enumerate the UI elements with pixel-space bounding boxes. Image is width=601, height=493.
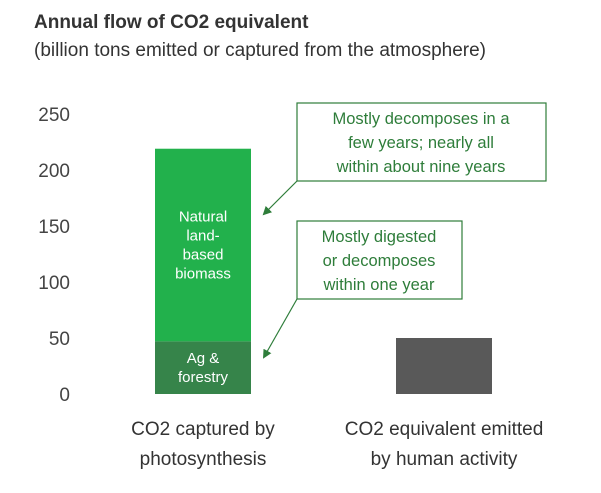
segment-label: land-: [186, 228, 219, 245]
category-label: photosynthesis: [140, 449, 267, 470]
bar-segment: [155, 148, 251, 342]
annotation-text: or decomposes: [323, 252, 436, 270]
category-label: by human activity: [371, 449, 518, 470]
y-tick-label: 100: [38, 273, 70, 294]
annotation-arrow: [263, 298, 298, 359]
chart-subtitle: (billion tons emitted or captured from t…: [34, 40, 486, 61]
segment-label: biomass: [175, 266, 231, 283]
y-tick-label: 150: [38, 217, 70, 238]
segment-labels: Ag & forestry Natural land-based biomass: [175, 209, 231, 387]
category-labels: CO2 captured by photosynthesis CO2 equival…: [131, 419, 543, 470]
y-tick-label: 0: [59, 385, 70, 406]
annotation-box: [296, 102, 547, 182]
annotation-text: Mostly decomposes in a: [333, 110, 511, 128]
bars: [155, 148, 492, 394]
segment-label: Natural: [179, 209, 227, 226]
annotation-box: [296, 220, 463, 300]
category-label: CO2 captured by: [131, 419, 275, 440]
annotation-text: within one year: [323, 276, 435, 294]
chart-title: Annual flow of CO2 equivalent: [34, 12, 309, 33]
segment-label: Ag &: [187, 350, 220, 367]
y-tick-label: 250: [38, 105, 70, 126]
y-tick-label: 50: [49, 329, 70, 350]
segment-label: forestry: [178, 369, 229, 386]
annotation-text: Mostly digested: [322, 228, 437, 246]
bar-segment: [396, 338, 492, 394]
annotation-text: few years; nearly all: [348, 134, 494, 152]
y-axis-ticks: 0 50 100 150 200 250: [38, 105, 70, 406]
bar-segment: [155, 341, 251, 394]
category-label: CO2 equivalent emitted: [345, 419, 544, 440]
annotation-text: within about nine years: [336, 158, 506, 176]
segment-label: based: [183, 247, 224, 264]
annotations: Mostly decomposes in a few years; nearly …: [262, 102, 547, 359]
y-tick-label: 200: [38, 161, 70, 182]
annotation-arrow: [262, 180, 298, 216]
